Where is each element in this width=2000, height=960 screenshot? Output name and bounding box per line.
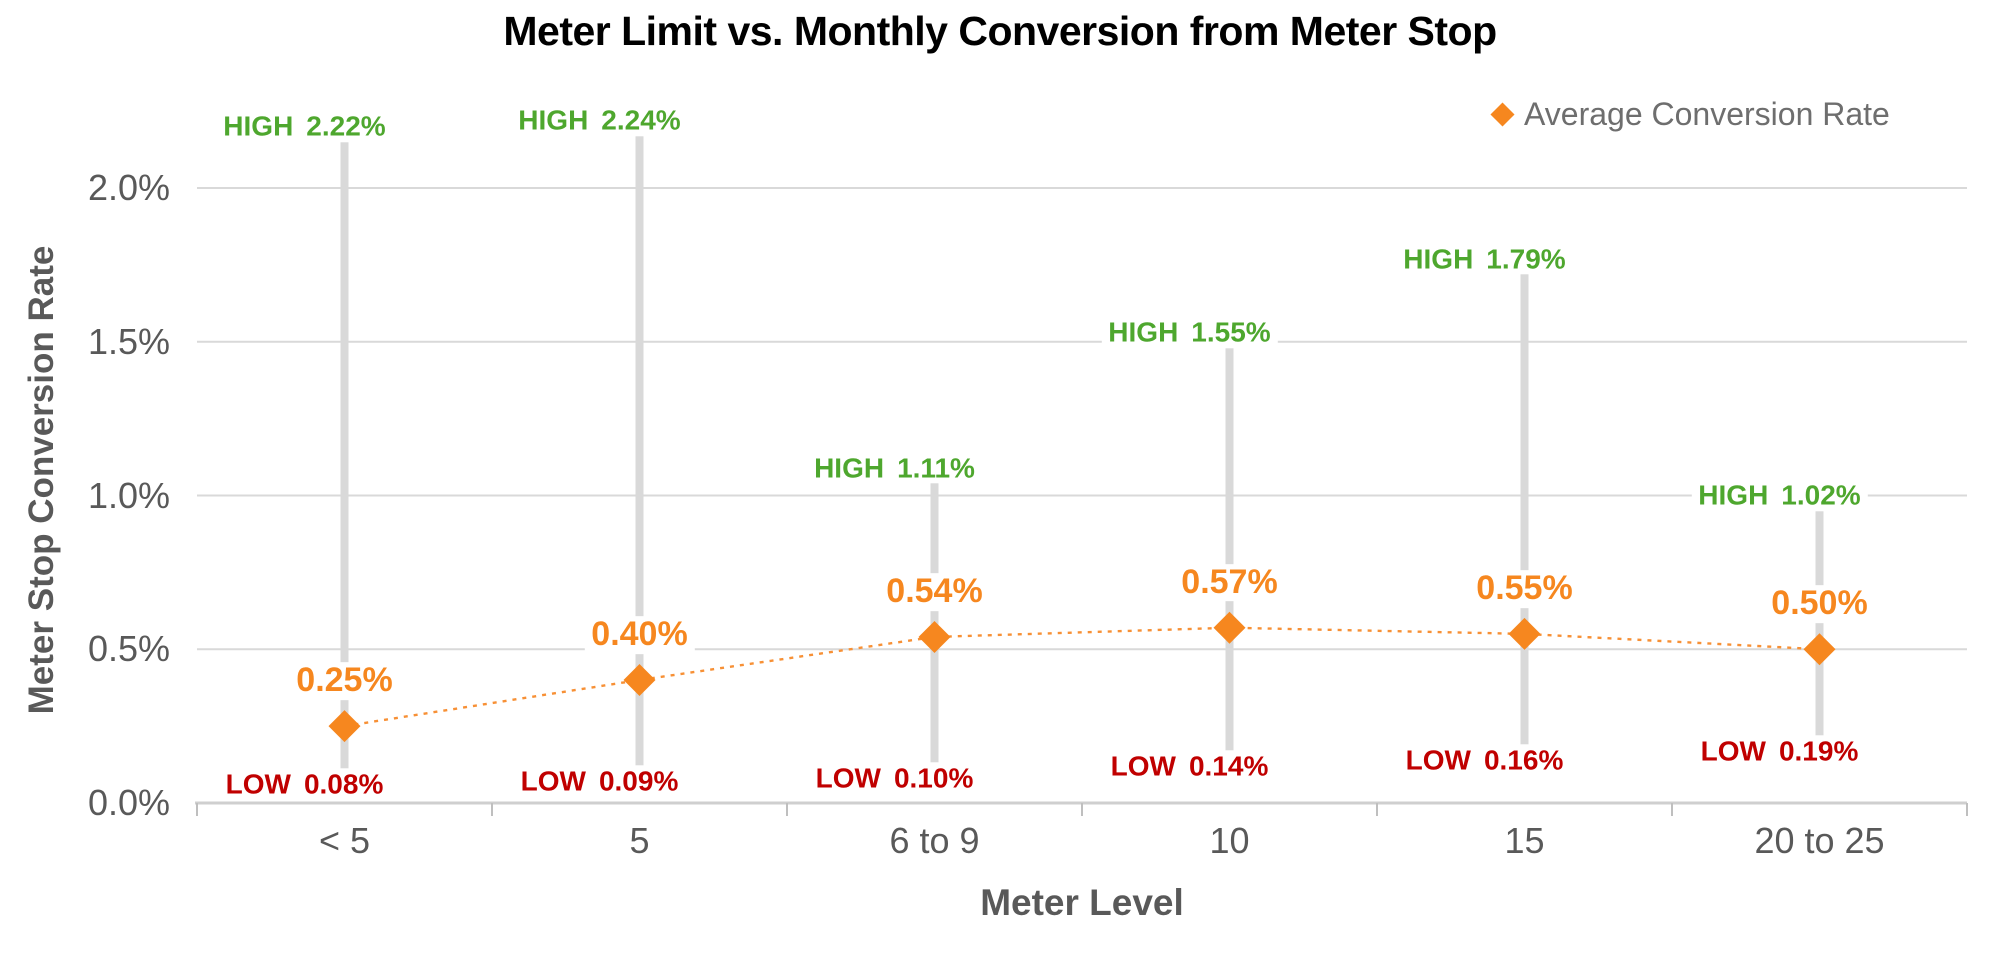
data-point-diamond-icon	[328, 710, 361, 743]
average-dotted-line	[344, 626, 1820, 728]
range-bar	[340, 120, 349, 779]
x-axis-title: Meter Level	[980, 882, 1184, 923]
data-point-diamond-icon	[1213, 611, 1246, 644]
data-point-diamond-icon	[1803, 633, 1836, 666]
range-bar	[1225, 326, 1234, 760]
range-bar	[1520, 252, 1529, 754]
range-bar	[930, 461, 939, 773]
data-point-diamond-icon	[1508, 617, 1541, 650]
data-point-diamond-icon	[623, 664, 656, 696]
legend: Average Conversion Rate	[1490, 94, 1890, 134]
legend-label: Average Conversion Rate	[1524, 95, 1890, 132]
range-bar	[635, 114, 644, 776]
data-point-diamond-icon	[918, 620, 951, 653]
range-bar	[1815, 489, 1824, 745]
chart-title: Meter Limit vs. Monthly Conversion from …	[503, 8, 1497, 54]
